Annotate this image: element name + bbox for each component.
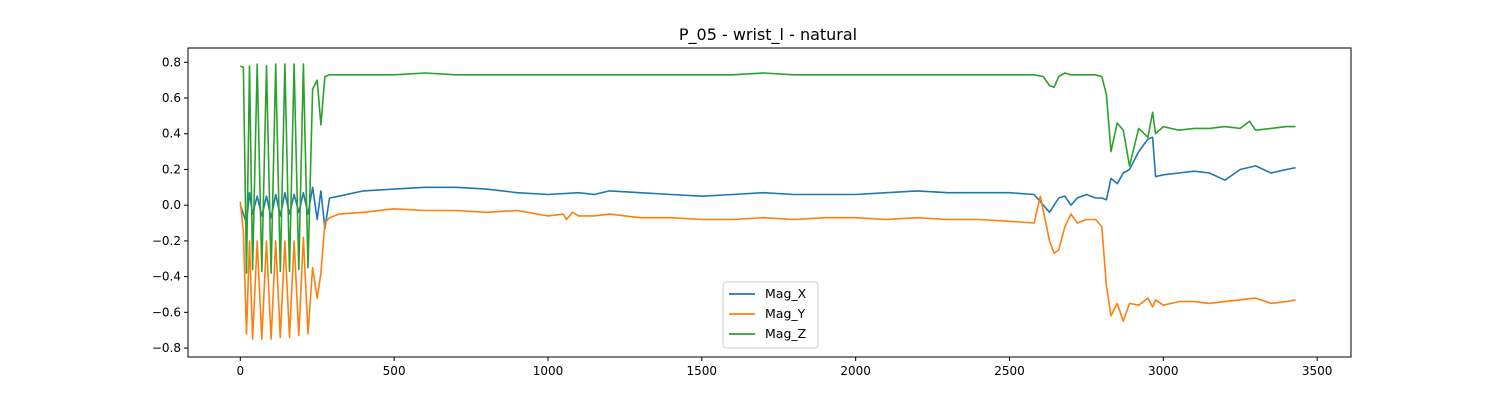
chart-title: P_05 - wrist_l - natural bbox=[679, 25, 857, 45]
x-tick-label: 500 bbox=[383, 364, 406, 378]
x-tick-label: 3000 bbox=[1148, 364, 1179, 378]
y-tick-label: −0.8 bbox=[152, 341, 181, 355]
y-tick-label: 0.6 bbox=[162, 91, 181, 105]
x-tick-label: 2500 bbox=[994, 364, 1025, 378]
legend: Mag_X Mag_Y Mag_Z bbox=[722, 281, 819, 349]
x-tick-label: 1500 bbox=[687, 364, 718, 378]
y-tick-label: −0.6 bbox=[152, 305, 181, 319]
y-tick-label: −0.2 bbox=[152, 234, 181, 248]
series-layer bbox=[239, 63, 1296, 340]
legend-label-mag-z: Mag_Z bbox=[765, 326, 806, 341]
y-axis: −0.8 −0.6 −0.4 −0.2 0.0 0.2 0.4 0.6 0.8 bbox=[152, 55, 188, 355]
series-line-mag-x bbox=[239, 136, 1296, 230]
plot-area-frame bbox=[187, 47, 1352, 358]
y-tick-label: 0.0 bbox=[162, 198, 181, 212]
x-tick-label: 2000 bbox=[840, 364, 871, 378]
legend-box bbox=[722, 281, 819, 349]
x-tick-label: 0 bbox=[236, 364, 244, 378]
series-line-mag-z bbox=[239, 63, 1296, 274]
y-tick-label: 0.2 bbox=[162, 162, 181, 176]
y-tick-label: 0.4 bbox=[162, 127, 181, 141]
x-tick-label: 1000 bbox=[533, 364, 564, 378]
y-tick-label: −0.4 bbox=[152, 270, 181, 284]
legend-label-mag-y: Mag_Y bbox=[765, 306, 806, 321]
legend-label-mag-x: Mag_X bbox=[765, 286, 807, 301]
y-tick-label: 0.8 bbox=[162, 55, 181, 69]
series-line-mag-y bbox=[239, 195, 1296, 340]
x-tick-label: 3500 bbox=[1302, 364, 1333, 378]
x-axis: 0 500 1000 1500 2000 2500 3000 3500 bbox=[236, 357, 1332, 378]
